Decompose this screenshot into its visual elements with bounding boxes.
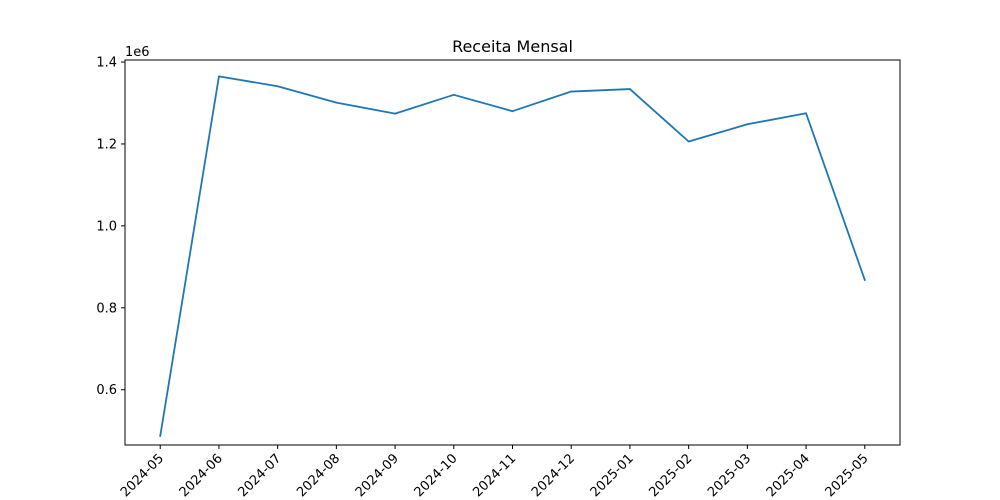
series-line xyxy=(159,75,866,437)
data-point xyxy=(687,140,690,143)
y-tick-label: 0.6 xyxy=(96,383,117,398)
x-tick-label: 2024-12 xyxy=(529,451,578,500)
y-tick-label: 0.8 xyxy=(96,301,117,316)
x-tick-label: 2024-08 xyxy=(294,451,343,500)
x-axis: 2024-05 2024-06 2024-07 2024-08 2024-09 2024-… xyxy=(118,445,872,500)
data-point xyxy=(394,112,396,115)
data-point xyxy=(335,101,338,104)
x-tick-label: 2024-07 xyxy=(235,451,284,500)
y-scale-label: 1e6 xyxy=(125,45,150,60)
data-point xyxy=(746,123,749,126)
data-point xyxy=(570,90,573,93)
data-point xyxy=(511,110,514,113)
series-layer xyxy=(159,75,866,437)
y-axis: 0.6 0.8 1.0 1.2 1.4 xyxy=(96,56,125,398)
data-point xyxy=(805,112,807,115)
x-tick-label: 2024-10 xyxy=(412,451,461,500)
data-point xyxy=(863,279,866,281)
data-point xyxy=(218,75,220,78)
data-point xyxy=(276,85,279,88)
x-tick-label: 2024-05 xyxy=(118,451,167,500)
x-tick-label: 2025-01 xyxy=(588,451,637,500)
x-tick-label: 2024-06 xyxy=(177,451,226,500)
y-tick-label: 1.2 xyxy=(96,137,117,152)
x-tick-label: 2025-05 xyxy=(823,451,872,500)
x-tick-label: 2025-04 xyxy=(764,451,813,500)
data-point xyxy=(452,93,455,96)
y-tick-label: 1.4 xyxy=(96,56,117,71)
x-tick-label: 2024-09 xyxy=(353,451,402,500)
y-tick-label: 1.0 xyxy=(96,219,117,234)
x-tick-label: 2025-02 xyxy=(646,451,695,500)
data-point xyxy=(159,435,162,437)
data-point xyxy=(629,88,631,90)
x-tick-label: 2025-03 xyxy=(705,451,754,500)
chart-title: Receita Mensal xyxy=(452,37,573,56)
x-tick-label: 2024-11 xyxy=(470,451,519,500)
